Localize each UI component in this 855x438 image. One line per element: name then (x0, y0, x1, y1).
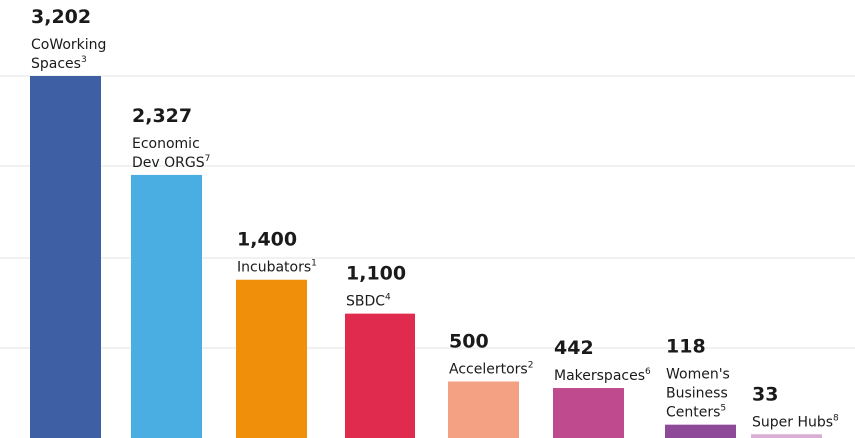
category-label-7-line-0: Super Hubs8 (752, 413, 839, 430)
gridlines (0, 75, 855, 349)
category-text-7-0: Super Hubs (752, 414, 833, 430)
bar-3 (345, 313, 415, 438)
category-text-1-1: Dev ORGS (132, 155, 205, 171)
category-text-2-0: Incubators (237, 260, 311, 276)
category-text-6-0: Women's (666, 367, 730, 383)
value-label-3: 1,100 (346, 263, 406, 285)
bar-4 (448, 381, 519, 438)
footnote-marker-4: 2 (528, 360, 534, 370)
category-label-0-line-0: CoWorking (31, 37, 106, 53)
footnote-marker-0: 3 (81, 55, 87, 65)
value-label-7: 33 (752, 383, 778, 405)
category-text-1-0: Economic (132, 136, 200, 152)
category-label-1-line-1: Dev ORGS7 (132, 154, 210, 171)
footnote-marker-7: 8 (833, 413, 839, 423)
bar-5 (553, 388, 624, 438)
category-label-6-line-1: Business (666, 386, 728, 402)
bar-7 (751, 434, 822, 438)
category-text-3-0: SBDC (346, 294, 385, 310)
value-label-2: 1,400 (237, 229, 297, 251)
labels-group: 3,202 CoWorking Spaces3 2,327 Economic Dev OR… (31, 6, 839, 430)
category-text-6-2: Centers (666, 405, 720, 421)
bar-2 (236, 279, 307, 438)
footnote-marker-5: 6 (645, 367, 651, 377)
bars-group (30, 76, 822, 438)
value-label-5: 442 (554, 337, 594, 359)
category-text-6-1: Business (666, 386, 728, 402)
category-label-5-line-0: Makerspaces6 (554, 367, 651, 384)
bar-1 (131, 174, 202, 438)
footnote-marker-6: 5 (720, 404, 726, 414)
footnote-marker-3: 4 (385, 293, 391, 303)
bar-6 (665, 424, 736, 438)
category-label-3-line-0: SBDC4 (346, 293, 391, 310)
category-label-6-line-2: Centers5 (666, 404, 726, 421)
value-label-1: 2,327 (132, 105, 192, 127)
category-text-4-0: Accelertors (449, 361, 528, 377)
value-label-0: 3,202 (31, 6, 91, 28)
category-label-0-line-1: Spaces3 (31, 55, 87, 72)
category-label-1-line-0: Economic (132, 136, 200, 152)
category-label-2-line-0: Incubators1 (237, 259, 317, 276)
category-text-0-1: Spaces (31, 56, 81, 72)
category-text-5-0: Makerspaces (554, 368, 645, 384)
bar-0 (30, 76, 101, 438)
value-label-6: 118 (666, 336, 706, 358)
value-label-4: 500 (449, 330, 489, 352)
category-label-4-line-0: Accelertors2 (449, 360, 533, 377)
footnote-marker-2: 1 (311, 259, 317, 269)
category-text-0-0: CoWorking (31, 37, 106, 53)
footnote-marker-1: 7 (205, 154, 211, 164)
category-label-6-line-0: Women's (666, 367, 730, 383)
